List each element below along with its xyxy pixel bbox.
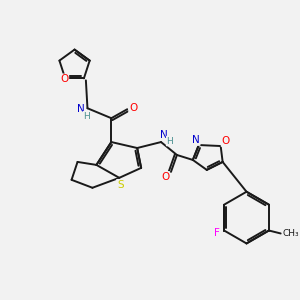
Text: CH₃: CH₃	[282, 229, 299, 238]
Text: O: O	[129, 103, 137, 113]
Text: O: O	[221, 136, 230, 146]
Text: N: N	[192, 135, 200, 145]
Text: S: S	[117, 180, 124, 190]
Text: O: O	[60, 74, 68, 84]
Text: N: N	[160, 130, 168, 140]
Text: F: F	[214, 227, 220, 238]
Text: O: O	[161, 172, 169, 182]
Text: H: H	[83, 112, 90, 121]
Text: H: H	[167, 136, 173, 146]
Text: N: N	[76, 104, 84, 114]
